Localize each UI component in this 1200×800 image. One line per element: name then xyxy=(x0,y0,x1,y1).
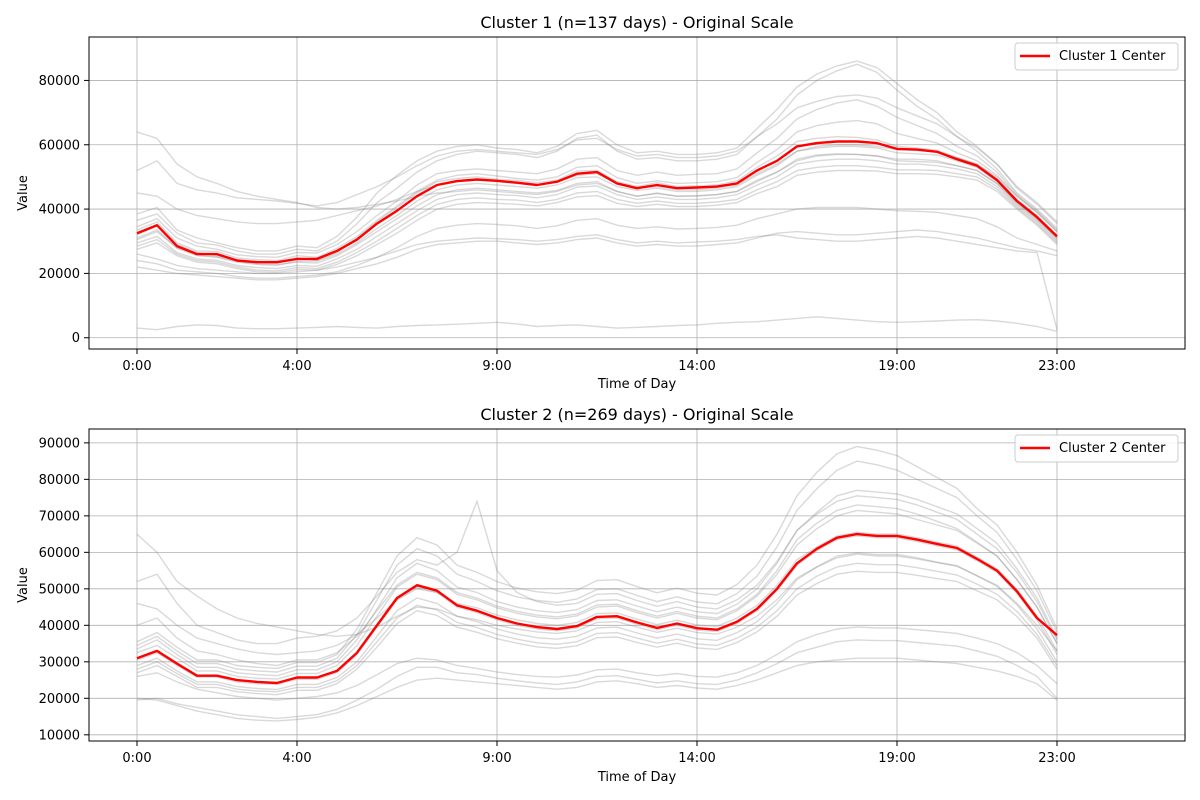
x-tick-label: 19:00 xyxy=(878,359,915,374)
day-line xyxy=(136,626,1058,701)
day-line xyxy=(136,131,1058,239)
legend-box xyxy=(1014,434,1179,463)
day-line xyxy=(136,234,1058,330)
x-tick-label: 23:00 xyxy=(1038,751,1075,766)
day-line xyxy=(136,158,1058,270)
day-line xyxy=(136,119,1058,262)
x-axis-ticks: 0:00 4:00 9:00 14:00 19:00 23:00 xyxy=(122,741,1076,766)
legend: Cluster 1 Center xyxy=(1014,42,1179,71)
y-tick-label: 10000 xyxy=(39,728,80,743)
plot-frame xyxy=(88,428,1186,742)
day-line xyxy=(136,657,1058,722)
day-line xyxy=(136,445,1058,670)
x-tick-label: 4:00 xyxy=(282,359,311,374)
chart-panel-cluster-2: 0:00 4:00 9:00 14:00 19:00 23:00 10000 20000 30… xyxy=(16,405,1186,785)
y-tick-label: 40000 xyxy=(39,203,80,218)
y-tick-label: 20000 xyxy=(39,267,80,282)
individual-day-lines xyxy=(136,445,1058,722)
day-line xyxy=(136,533,1058,652)
cluster-center-lines xyxy=(136,532,1058,685)
day-line xyxy=(136,169,1058,274)
x-tick-label: 4:00 xyxy=(282,751,311,766)
y-axis-label: Value xyxy=(16,175,31,211)
day-line xyxy=(136,639,1058,720)
day-line xyxy=(136,229,1058,281)
x-tick-label: 9:00 xyxy=(482,751,511,766)
day-line xyxy=(136,206,1058,279)
day-line xyxy=(136,98,1058,259)
legend-box xyxy=(1014,42,1179,71)
x-tick-label: 19:00 xyxy=(878,751,915,766)
day-line xyxy=(136,570,1058,696)
day-line xyxy=(136,535,1058,686)
day-line xyxy=(136,531,1058,656)
day-line xyxy=(136,552,1058,691)
y-axis-ticks: 10000 20000 30000 40000 50000 60000 70000 80000… xyxy=(39,436,89,743)
cluster-center-lines xyxy=(136,140,1058,264)
y-axis-label: Value xyxy=(16,567,31,603)
cluster-center-line xyxy=(136,140,1058,264)
day-line xyxy=(136,145,1058,267)
cluster-center-line xyxy=(136,532,1058,685)
gridlines xyxy=(89,37,1185,349)
day-line xyxy=(136,509,1058,680)
day-line xyxy=(136,60,1058,252)
chart-title: Cluster 1 (n=137 days) - Original Scale xyxy=(480,13,793,32)
day-line xyxy=(136,460,1058,673)
x-tick-label: 14:00 xyxy=(678,751,715,766)
plot-background xyxy=(89,429,1185,741)
x-tick-label: 23:00 xyxy=(1038,359,1075,374)
x-tick-label: 0:00 xyxy=(122,751,151,766)
y-tick-label: 20000 xyxy=(39,692,80,707)
day-line xyxy=(136,504,1058,667)
plot-frame xyxy=(88,36,1186,350)
plot-background xyxy=(89,37,1185,349)
day-line xyxy=(136,164,1058,272)
y-tick-label: 30000 xyxy=(39,655,80,670)
y-axis-ticks: 0 20000 40000 60000 80000 xyxy=(39,74,89,346)
x-tick-label: 0:00 xyxy=(122,359,151,374)
day-line xyxy=(136,316,1058,332)
y-tick-label: 90000 xyxy=(39,436,80,451)
x-tick-label: 14:00 xyxy=(678,359,715,374)
legend-label: Cluster 2 Center xyxy=(1059,441,1166,456)
day-line xyxy=(136,63,1058,255)
y-tick-label: 50000 xyxy=(39,582,80,597)
legend-label: Cluster 1 Center xyxy=(1059,49,1166,64)
day-line xyxy=(136,489,1058,677)
y-tick-label: 60000 xyxy=(39,546,80,561)
y-tick-label: 40000 xyxy=(39,619,80,634)
y-tick-label: 70000 xyxy=(39,509,80,524)
x-tick-label: 9:00 xyxy=(482,359,511,374)
y-tick-label: 80000 xyxy=(39,473,80,488)
chart-title: Cluster 2 (n=269 days) - Original Scale xyxy=(480,405,793,424)
chart-panel-cluster-1: 0:00 4:00 9:00 14:00 19:00 23:00 0 20000 40000 6… xyxy=(16,13,1186,392)
x-axis-label: Time of Day xyxy=(597,377,677,392)
day-line xyxy=(136,562,1058,693)
x-axis-label: Time of Day xyxy=(597,770,677,785)
x-axis-ticks: 0:00 4:00 9:00 14:00 19:00 23:00 xyxy=(122,349,1076,374)
day-line xyxy=(136,94,1058,223)
day-line xyxy=(136,153,1058,266)
y-tick-label: 80000 xyxy=(39,74,80,89)
legend: Cluster 2 Center xyxy=(1014,434,1179,463)
y-tick-label: 60000 xyxy=(39,138,80,153)
y-tick-label: 0 xyxy=(72,331,80,346)
gridlines xyxy=(89,429,1185,741)
day-line xyxy=(136,495,1058,645)
